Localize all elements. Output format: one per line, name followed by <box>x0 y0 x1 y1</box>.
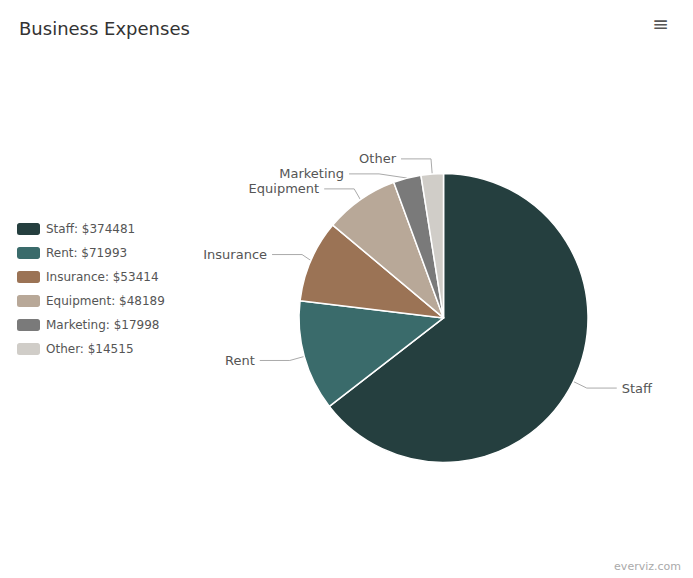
svg-text:Staff: Staff <box>622 381 653 396</box>
svg-text:Insurance: $53414: Insurance: $53414 <box>46 270 159 284</box>
svg-text:Other: Other <box>359 151 397 166</box>
svg-text:Marketing: Marketing <box>279 166 344 181</box>
svg-text:Rent: Rent <box>225 353 255 368</box>
svg-text:Rent: $71993: Rent: $71993 <box>46 246 127 260</box>
svg-text:Other: $14515: Other: $14515 <box>46 342 134 356</box>
svg-text:everviz.com: everviz.com <box>614 560 681 573</box>
svg-text:Insurance: Insurance <box>203 247 267 262</box>
svg-text:≡: ≡ <box>652 12 669 36</box>
svg-text:Business Expenses: Business Expenses <box>19 18 190 39</box>
svg-text:Equipment: Equipment <box>249 181 320 196</box>
svg-text:Staff: $374481: Staff: $374481 <box>46 222 135 236</box>
svg-text:Equipment: $48189: Equipment: $48189 <box>46 294 165 308</box>
svg-text:Marketing: $17998: Marketing: $17998 <box>46 318 159 332</box>
